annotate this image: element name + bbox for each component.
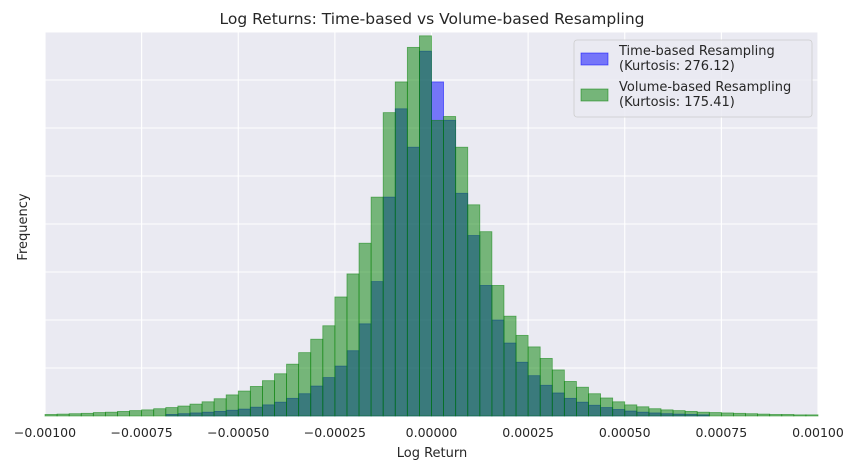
histogram-bar (141, 409, 155, 417)
x-tick-label: 0.00025 (502, 425, 554, 440)
legend-swatch (580, 52, 609, 66)
histogram-bar (225, 394, 239, 417)
histogram-bar (346, 273, 360, 417)
histogram-bar (696, 411, 710, 417)
histogram-bar (129, 410, 143, 417)
histogram-bar (576, 386, 589, 417)
x-tick-label: 0.00000 (406, 425, 458, 440)
histogram-bar (527, 346, 541, 417)
histogram-bar (491, 285, 505, 417)
histogram-bar (322, 325, 336, 417)
histogram-bar (92, 412, 106, 417)
x-tick-label: −0.00050 (207, 425, 269, 440)
histogram-bar (177, 405, 191, 417)
histogram-bar (68, 413, 82, 417)
histogram-bar (503, 315, 517, 417)
x-tick-label: 0.00075 (696, 425, 748, 440)
histogram-bar (249, 386, 263, 417)
x-tick-label: −0.00075 (111, 425, 173, 440)
chart-title: Log Returns: Time-based vs Volume-based … (219, 10, 644, 28)
histogram-bar (515, 334, 529, 417)
histogram-bar (708, 412, 722, 417)
histogram-bar (733, 412, 746, 417)
histogram-bar (684, 410, 698, 417)
series-volume-based (44, 35, 819, 417)
histogram-bar (104, 411, 118, 417)
bars (44, 35, 819, 417)
histogram-bar (805, 414, 819, 417)
legend-label: (Kurtosis: 276.12) (619, 59, 735, 74)
histogram-bar (479, 231, 493, 417)
histogram-bar (588, 393, 601, 417)
histogram-bar (286, 363, 300, 417)
histogram-bar (80, 412, 94, 417)
histogram-bar (237, 390, 251, 417)
histogram-bar (201, 401, 215, 417)
histogram-bar (455, 146, 469, 417)
histogram-bar (781, 414, 795, 417)
x-tick-labels: −0.00100 −0.00075 −0.00050 −0.00025 0.00000 0… (14, 425, 844, 440)
histogram-bar (56, 413, 70, 417)
histogram-bar (431, 119, 444, 417)
histogram-bar (274, 373, 287, 417)
x-tick-label: 0.00050 (599, 425, 651, 440)
histogram-bar (551, 369, 565, 417)
histogram-bar (648, 408, 662, 417)
legend-label: (Kurtosis: 175.41) (619, 95, 735, 110)
histogram-bar (757, 413, 771, 417)
histogram-bar (189, 403, 203, 417)
histogram-bar (793, 414, 807, 417)
histogram-bar (213, 398, 227, 417)
histogram-bar (298, 352, 312, 417)
histogram-bar (165, 407, 179, 417)
histogram-bar (44, 414, 58, 417)
histogram-bar (394, 81, 408, 417)
x-tick-label: −0.00100 (14, 425, 76, 440)
histogram-bar (262, 380, 275, 417)
legend-label: Volume-based Resampling (619, 80, 791, 95)
histogram-bar (745, 413, 759, 417)
legend-label: Time-based Resampling (618, 44, 775, 59)
histogram-bar (370, 196, 384, 417)
histogram-bar (769, 414, 783, 417)
histogram-bar (624, 404, 638, 417)
histogram-bar (636, 406, 650, 417)
histogram-bar (443, 116, 457, 417)
x-axis-label: Log Return (397, 446, 468, 461)
histogram-bar (563, 381, 577, 417)
histogram-bar (334, 296, 348, 417)
histogram-bar (358, 242, 372, 417)
legend-box (573, 39, 813, 118)
histogram-bar (612, 401, 626, 417)
histogram-bar (720, 412, 734, 417)
histogram-bar (467, 204, 481, 417)
histogram-bar (419, 35, 432, 417)
x-tick-label: −0.00025 (304, 425, 366, 440)
histogram-bar (539, 357, 553, 417)
histogram-bar (406, 46, 420, 417)
histogram-bar (310, 338, 324, 417)
legend-swatch (580, 88, 609, 102)
histogram-bar (382, 112, 396, 417)
legend: Time-based Resampling(Kurtosis: 276.12) V… (573, 39, 813, 118)
histogram-bar (117, 410, 130, 417)
y-axis-label: Frequency (16, 193, 31, 260)
x-tick-label: 0.00100 (792, 425, 844, 440)
histogram-bar (672, 410, 686, 417)
histogram-bar (153, 408, 167, 417)
histogram-bar (600, 397, 614, 417)
histogram-bar (660, 409, 674, 417)
